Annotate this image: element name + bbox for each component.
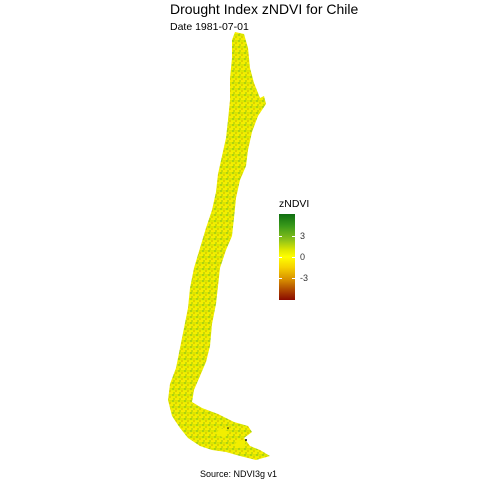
colorbar-legend: zNDVI 3 0 -3 (276, 196, 336, 306)
legend-tick (292, 257, 295, 258)
dark-speck (227, 427, 229, 429)
southern-islands (216, 428, 246, 448)
map-title: Drought Index zNDVI for Chile (170, 1, 359, 17)
legend-tick-label: 3 (300, 231, 306, 241)
legend-tick-label: -3 (300, 273, 309, 283)
map-subtitle: Date 1981-07-01 (170, 21, 249, 33)
dark-speck (245, 439, 247, 441)
colorbar (279, 214, 295, 300)
legend-tick (292, 278, 295, 279)
chile-map (168, 32, 270, 460)
legend-tick (279, 278, 282, 279)
map-panel (160, 28, 280, 463)
chile-landmass (168, 32, 270, 460)
legend-tick-label: 0 (300, 252, 306, 262)
legend-tick (292, 236, 295, 237)
legend-tick (279, 257, 282, 258)
legend-tick (279, 236, 282, 237)
source-caption: Source: NDVI3g v1 (200, 469, 278, 479)
legend-title: zNDVI (279, 198, 310, 210)
